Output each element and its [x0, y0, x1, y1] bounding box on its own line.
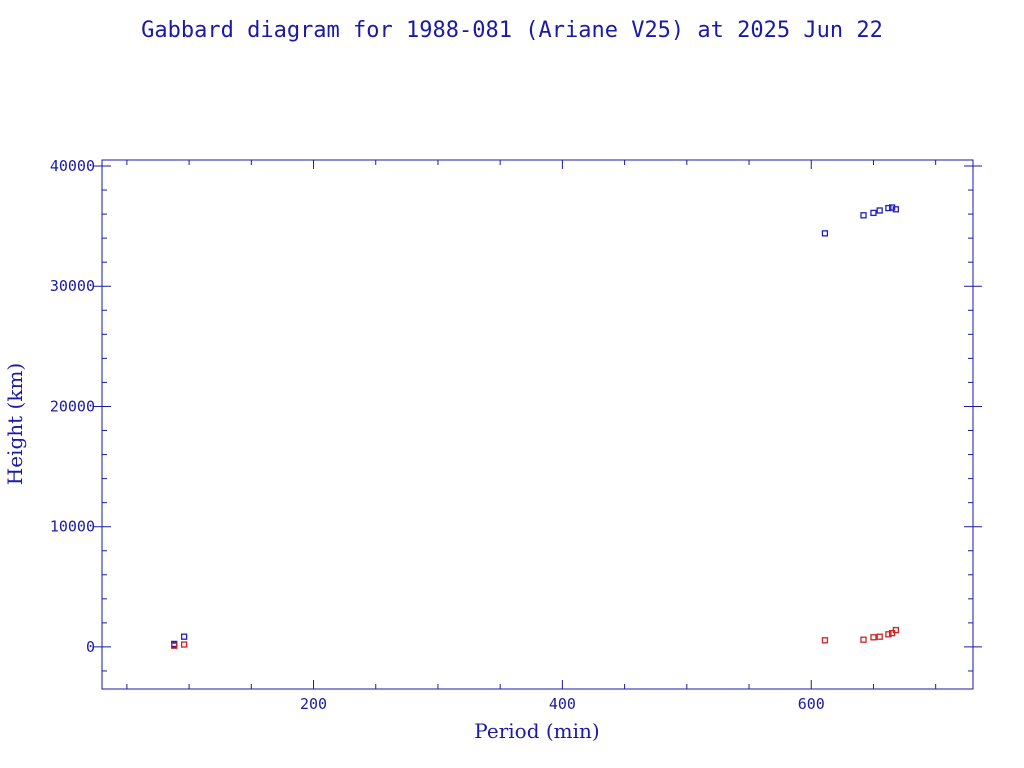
data-point-perigee: [180, 641, 188, 648]
y-tick-label: 20000: [50, 397, 95, 415]
data-point-perigee: [870, 634, 877, 641]
data-points: [171, 204, 900, 649]
chart-title: Gabbard diagram for 1988-081 (Ariane V25…: [141, 18, 883, 43]
data-point-apogee: [870, 209, 877, 217]
data-point-apogee: [892, 206, 900, 213]
data-point-apogee: [860, 212, 867, 219]
data-point-apogee: [876, 207, 883, 214]
y-tick-label: 0: [86, 638, 95, 656]
x-tick-label: 200: [300, 695, 327, 713]
data-point-perigee: [171, 642, 178, 649]
y-tick-label: 40000: [50, 157, 95, 175]
data-point-perigee: [821, 637, 829, 644]
plot-frame: [101, 159, 974, 690]
data-point-perigee: [885, 631, 892, 638]
data-point-perigee: [876, 633, 883, 640]
axis-ticks: [93, 160, 982, 689]
data-point-apogee: [885, 204, 892, 212]
y-tick-label: 30000: [50, 277, 95, 295]
data-point-apogee: [888, 204, 896, 211]
data-point-apogee: [821, 230, 829, 237]
data-point-perigee: [892, 626, 900, 634]
data-point-apogee: [180, 633, 188, 640]
x-tick-label: 400: [549, 695, 576, 713]
y-axis-label: Height (km): [3, 363, 27, 485]
axis-tick-labels: 200 400 600 0 10000 20000 30000 40000: [50, 157, 825, 713]
data-point-perigee: [860, 636, 867, 643]
y-tick-label: 10000: [50, 518, 95, 536]
x-axis-label: Period (min): [474, 719, 599, 743]
x-tick-label: 600: [798, 695, 825, 713]
